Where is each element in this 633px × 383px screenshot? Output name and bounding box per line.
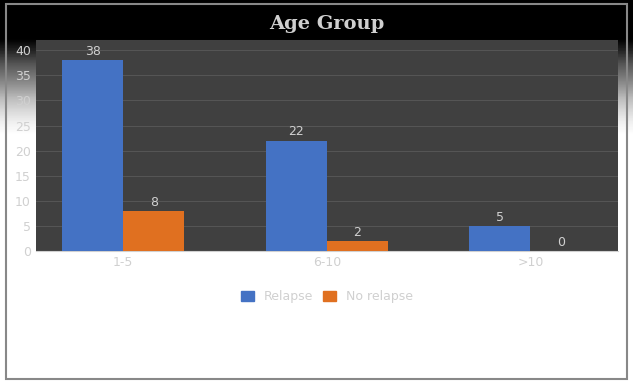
- Bar: [470, 226, 530, 251]
- Bar: [123, 211, 184, 251]
- Text: 8: 8: [150, 196, 158, 209]
- Title: Age Group: Age Group: [269, 15, 384, 33]
- Bar: [62, 60, 123, 251]
- Text: 22: 22: [289, 125, 304, 138]
- Text: 2: 2: [353, 226, 361, 239]
- Text: 0: 0: [557, 236, 565, 249]
- Text: 5: 5: [496, 211, 504, 224]
- Legend: Relapse, No relapse: Relapse, No relapse: [236, 285, 418, 308]
- Text: 38: 38: [85, 45, 101, 58]
- Bar: [266, 141, 327, 251]
- Bar: [327, 241, 388, 251]
